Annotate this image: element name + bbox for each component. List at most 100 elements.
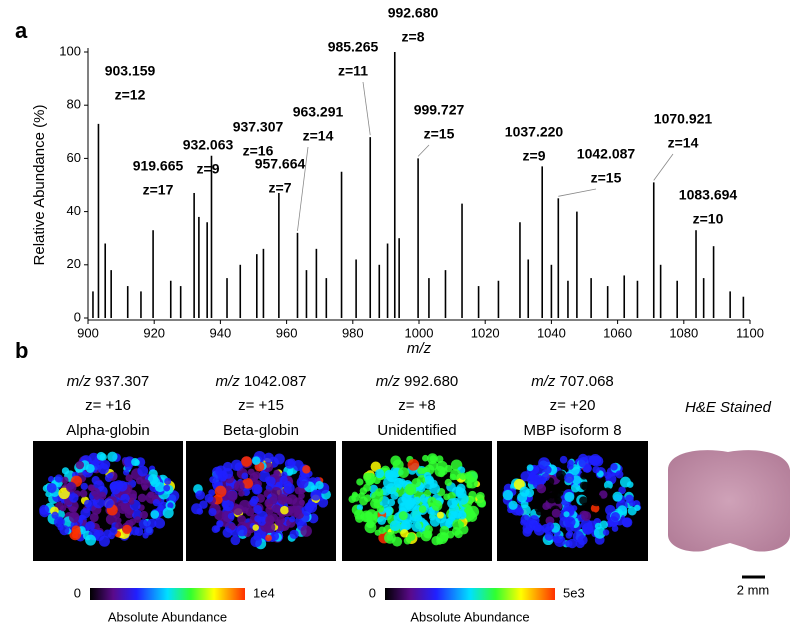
pixel xyxy=(274,519,282,526)
peak-label: 957.664 xyxy=(255,156,306,172)
pixel xyxy=(535,508,543,516)
pixel xyxy=(617,505,628,516)
pixel xyxy=(284,458,295,469)
pixel xyxy=(289,516,296,523)
pixel xyxy=(269,495,278,505)
pixel xyxy=(228,523,236,531)
pixel xyxy=(90,487,101,497)
pixel xyxy=(294,509,305,520)
mz-value: 707.068 xyxy=(560,373,614,390)
x-tick-label: 1000 xyxy=(405,325,434,340)
leader-line xyxy=(653,153,674,181)
pixel xyxy=(116,480,128,492)
peak-label: 919.665 xyxy=(133,158,184,174)
peak-charge: z=11 xyxy=(338,63,368,79)
pixel xyxy=(212,469,223,480)
image-title: m/z 707.068 xyxy=(531,373,614,390)
pixel xyxy=(277,494,288,505)
pixel xyxy=(46,482,57,493)
pixel xyxy=(612,491,623,502)
peak-charge: z=12 xyxy=(115,87,146,103)
pixel xyxy=(280,505,289,515)
peak-label: 992.680 xyxy=(388,5,439,21)
pixel xyxy=(476,498,486,508)
pixel xyxy=(594,522,602,530)
x-tick-label: 1060 xyxy=(603,325,632,340)
pixel xyxy=(237,515,247,524)
pixel xyxy=(257,516,267,526)
pixel xyxy=(65,482,77,493)
pixel xyxy=(59,505,67,512)
pixel xyxy=(424,475,434,485)
pixel xyxy=(373,476,381,485)
pixel xyxy=(411,521,422,532)
mz-prefix: m/z xyxy=(67,373,92,390)
pixel xyxy=(621,517,632,528)
x-tick-label: 920 xyxy=(143,325,165,340)
pixel xyxy=(249,498,258,507)
pixel xyxy=(625,494,634,504)
pixel xyxy=(564,473,575,484)
pixel xyxy=(544,526,553,535)
pixel xyxy=(230,459,243,471)
pixel xyxy=(120,501,131,512)
image-charge: z= +8 xyxy=(398,397,436,414)
pixel xyxy=(398,467,410,478)
pixel xyxy=(543,465,552,474)
pixel xyxy=(457,510,467,520)
pixel xyxy=(89,512,99,523)
ion-image xyxy=(39,451,180,547)
x-axis-label: m/z xyxy=(407,340,432,357)
pixel xyxy=(298,492,305,500)
pixel xyxy=(376,505,385,513)
pixel xyxy=(387,472,397,483)
leader-line xyxy=(417,144,430,157)
x-tick-label: 960 xyxy=(276,325,298,340)
pixel xyxy=(411,478,421,488)
y-tick-label: 100 xyxy=(59,43,81,58)
pixel xyxy=(214,509,225,521)
image-name: Unidentified xyxy=(377,422,456,439)
y-tick-label: 40 xyxy=(67,203,81,218)
peak-charge: z=14 xyxy=(303,128,334,144)
pixel xyxy=(137,493,147,503)
ion-image xyxy=(191,450,331,550)
pixel xyxy=(397,496,408,506)
pixel xyxy=(147,491,155,499)
x-tick-label: 900 xyxy=(77,325,99,340)
pixel xyxy=(570,483,580,493)
pixel xyxy=(545,484,553,492)
pixel xyxy=(508,500,518,510)
y-tick-label: 80 xyxy=(67,97,81,112)
colorbar-label: Absolute Abundance xyxy=(108,609,227,624)
pixel xyxy=(147,474,159,485)
image-title: m/z 937.307 xyxy=(67,373,150,390)
colorbar-label: Absolute Abundance xyxy=(410,609,529,624)
y-tick-label: 60 xyxy=(67,150,81,165)
ion-image xyxy=(502,453,642,549)
image-title: m/z 992.680 xyxy=(376,373,459,390)
pixel xyxy=(222,468,234,479)
pixel xyxy=(390,455,402,467)
pixel xyxy=(315,480,324,490)
pixel xyxy=(429,483,441,495)
pixel xyxy=(115,517,122,524)
pixel xyxy=(242,478,254,489)
mz-value: 992.680 xyxy=(404,373,458,390)
pixel xyxy=(458,521,465,528)
pixel xyxy=(564,516,576,528)
pixel xyxy=(572,530,584,543)
pixel xyxy=(115,522,123,530)
pixel xyxy=(152,499,161,507)
pixel xyxy=(79,489,88,498)
pixel xyxy=(563,511,570,518)
pixel xyxy=(581,481,591,492)
pixel xyxy=(371,491,384,504)
pixel xyxy=(296,476,309,489)
pixel xyxy=(98,535,110,547)
pixel xyxy=(405,499,413,507)
image-charge: z= +16 xyxy=(85,397,131,414)
pixel xyxy=(162,507,174,519)
pixel xyxy=(227,512,235,520)
peak-charge: z=15 xyxy=(591,170,622,186)
